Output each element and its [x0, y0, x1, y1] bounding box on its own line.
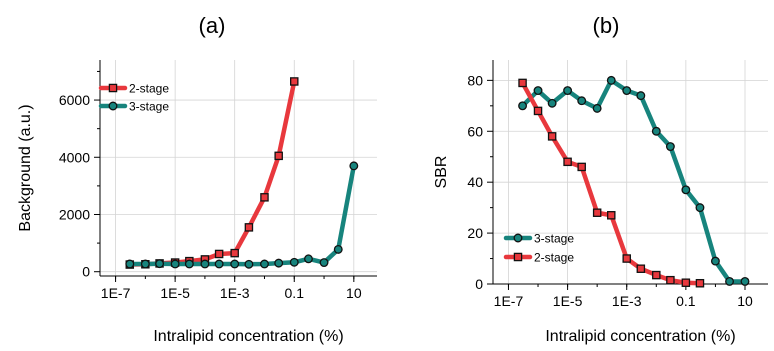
data-point	[695, 203, 705, 213]
data-point	[140, 259, 150, 269]
y-tick-label: 60	[467, 123, 483, 139]
y-tick-label: 4000	[59, 149, 90, 165]
data-point	[518, 101, 528, 111]
legend-marker	[108, 101, 118, 111]
legend-marker	[513, 252, 523, 262]
data-point	[184, 259, 194, 269]
data-point	[606, 75, 616, 85]
y-tick-label: 40	[467, 174, 483, 190]
data-point	[260, 259, 269, 269]
chart-panel-a: 1E-7 1E-5 1E-3 0.1 10 0 2000 4000 6000 Intralipid…	[17, 13, 377, 345]
data-point	[592, 208, 602, 217]
series-line	[520, 78, 748, 284]
data-point	[666, 275, 675, 285]
series-3-stage	[518, 75, 750, 286]
x-tick-label: 0.1	[285, 285, 305, 301]
data-point	[725, 277, 734, 286]
legend-label: 3-stage	[129, 100, 169, 114]
x-tick-label: 1E-3	[220, 285, 250, 301]
data-point	[155, 259, 165, 269]
data-point	[230, 248, 239, 258]
data-point	[170, 259, 180, 269]
data-point	[125, 259, 135, 269]
chart-panel-b: 1E-7 1E-5 1E-3 0.1 10 0 20 40 60 80 Intralipid con…	[433, 13, 768, 345]
data-point	[665, 142, 675, 151]
data-point	[274, 258, 284, 268]
data-point	[563, 86, 573, 95]
legend-label: 3-stage	[534, 232, 574, 246]
y-tick-label: 80	[467, 72, 483, 88]
data-point	[636, 264, 646, 273]
data-point	[652, 270, 661, 280]
y-tick-label: 6000	[59, 92, 90, 108]
data-point	[622, 86, 632, 95]
data-point	[274, 151, 283, 161]
y-tick-label: 0	[475, 276, 483, 292]
data-point	[577, 162, 586, 172]
data-point	[681, 278, 691, 287]
data-point	[230, 259, 240, 269]
data-point	[333, 244, 343, 254]
data-point	[547, 132, 557, 141]
data-point	[622, 254, 631, 263]
data-point	[518, 78, 527, 88]
data-point	[563, 157, 572, 167]
data-point	[244, 223, 254, 232]
x-axis-label: Intralipid concentration (%)	[545, 328, 735, 345]
x-tick-label: 0.1	[676, 293, 696, 309]
series-3-stage	[125, 161, 359, 269]
data-point	[244, 259, 254, 269]
x-tick-label: 1E-7	[101, 285, 131, 301]
data-point	[547, 98, 557, 108]
x-tick-label: 1E-3	[612, 293, 642, 309]
y-tick-label: 0	[82, 264, 90, 280]
data-point	[636, 91, 646, 101]
data-point	[651, 126, 661, 136]
data-point	[533, 86, 543, 95]
data-point	[289, 257, 299, 267]
data-point	[533, 106, 543, 116]
x-tick-label: 1E-7	[494, 293, 524, 309]
x-tick-label: 10	[737, 293, 753, 309]
panel-label: (b)	[593, 13, 620, 38]
panel-label: (a)	[199, 13, 226, 38]
y-axis-label: SBR	[433, 156, 450, 189]
data-point	[260, 193, 269, 202]
x-tick-label: 1E-5	[160, 285, 190, 301]
data-point	[740, 277, 750, 286]
data-point	[349, 161, 359, 171]
data-point	[681, 185, 691, 195]
x-tick-label: 1E-5	[553, 293, 583, 309]
legend-label: 2-stage	[534, 251, 574, 265]
legend: 2-stage 3-stage	[98, 82, 169, 114]
legend-marker	[108, 83, 118, 93]
data-point	[577, 96, 587, 106]
legend-marker	[513, 233, 523, 243]
data-point	[319, 258, 329, 268]
x-axis-label: Intralipid concentration (%)	[153, 328, 343, 345]
y-tick-label: 20	[467, 225, 483, 241]
series-line	[127, 163, 357, 267]
legend: 3-stage 2-stage	[503, 232, 574, 265]
data-point	[607, 211, 616, 220]
y-axis-label: Background (a.u.)	[17, 104, 34, 231]
x-tick-label: 10	[346, 285, 362, 301]
data-point	[695, 278, 705, 288]
data-point	[290, 77, 299, 86]
data-point	[592, 103, 602, 113]
data-point	[214, 249, 224, 259]
data-point	[214, 259, 224, 269]
series-2-stage	[518, 78, 705, 288]
y-tick-label: 2000	[59, 206, 90, 222]
data-point	[304, 254, 313, 264]
data-point	[200, 259, 210, 269]
data-point	[710, 256, 720, 266]
legend-label: 2-stage	[129, 82, 169, 96]
